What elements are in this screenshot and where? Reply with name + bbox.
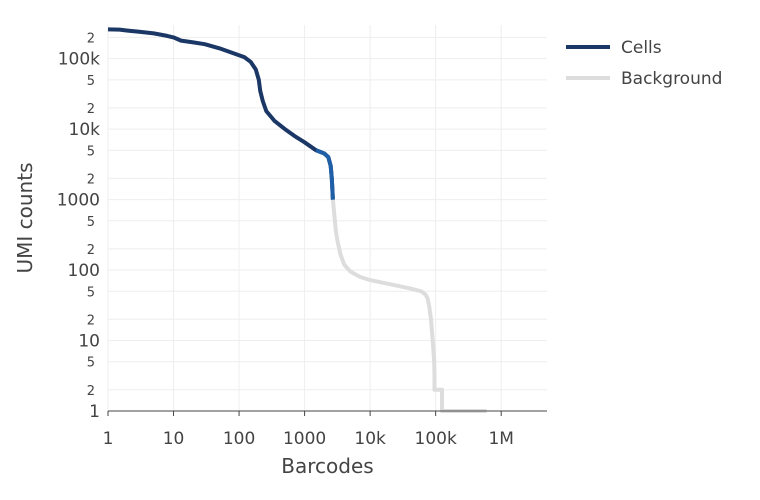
series-line-highlight [315,148,335,200]
legend-item-background[interactable]: Background [566,69,722,89]
x-tick-label: 1000 [283,429,326,449]
x-tick-label: 100 [223,429,255,449]
series-lines [107,27,487,413]
y-axis-ticks: 1 10 100 1000 10k 100k 2 5 2 5 2 5 2 5 2 5 2 [57,31,100,422]
y-axis-title: UMI counts [13,163,37,274]
y-minor-tick-label: 2 [87,384,95,399]
y-minor-tick-label: 2 [87,102,95,117]
y-tick-label: 100k [58,50,100,70]
x-tick-label: 10 [163,429,185,449]
y-minor-tick-label: 5 [87,144,95,159]
legend-item-cells[interactable]: Cells [566,38,662,58]
y-minor-tick-label: 2 [87,243,95,258]
x-tick-label: 1M [488,429,513,449]
x-tick-label: 10k [354,429,386,449]
y-tick-label: 1000 [57,191,100,211]
x-tick-label: 1 [103,429,114,449]
legend[interactable]: Cells Background [566,38,722,89]
x-axis-ticks: 1 10 100 1000 10k 100k 1M [103,411,514,449]
y-minor-tick-label: 5 [87,215,95,230]
series-line-background [330,199,487,413]
y-tick-label: 1 [89,402,100,422]
series-line-cells [107,27,335,200]
grid-lines [107,25,547,412]
y-minor-tick-label: 2 [87,31,95,46]
y-tick-label: 10k [69,120,101,140]
y-minor-tick-label: 5 [87,285,95,300]
legend-label: Background [621,69,722,89]
y-minor-tick-label: 2 [87,172,95,187]
y-minor-tick-label: 2 [87,313,95,328]
y-minor-tick-label: 5 [87,356,95,371]
y-tick-label: 100 [68,261,100,281]
y-tick-label: 10 [78,332,100,352]
y-minor-tick-label: 5 [87,74,95,89]
x-axis-title: Barcodes [281,454,373,478]
legend-label: Cells [621,38,662,58]
x-tick-label: 100k [415,429,457,449]
